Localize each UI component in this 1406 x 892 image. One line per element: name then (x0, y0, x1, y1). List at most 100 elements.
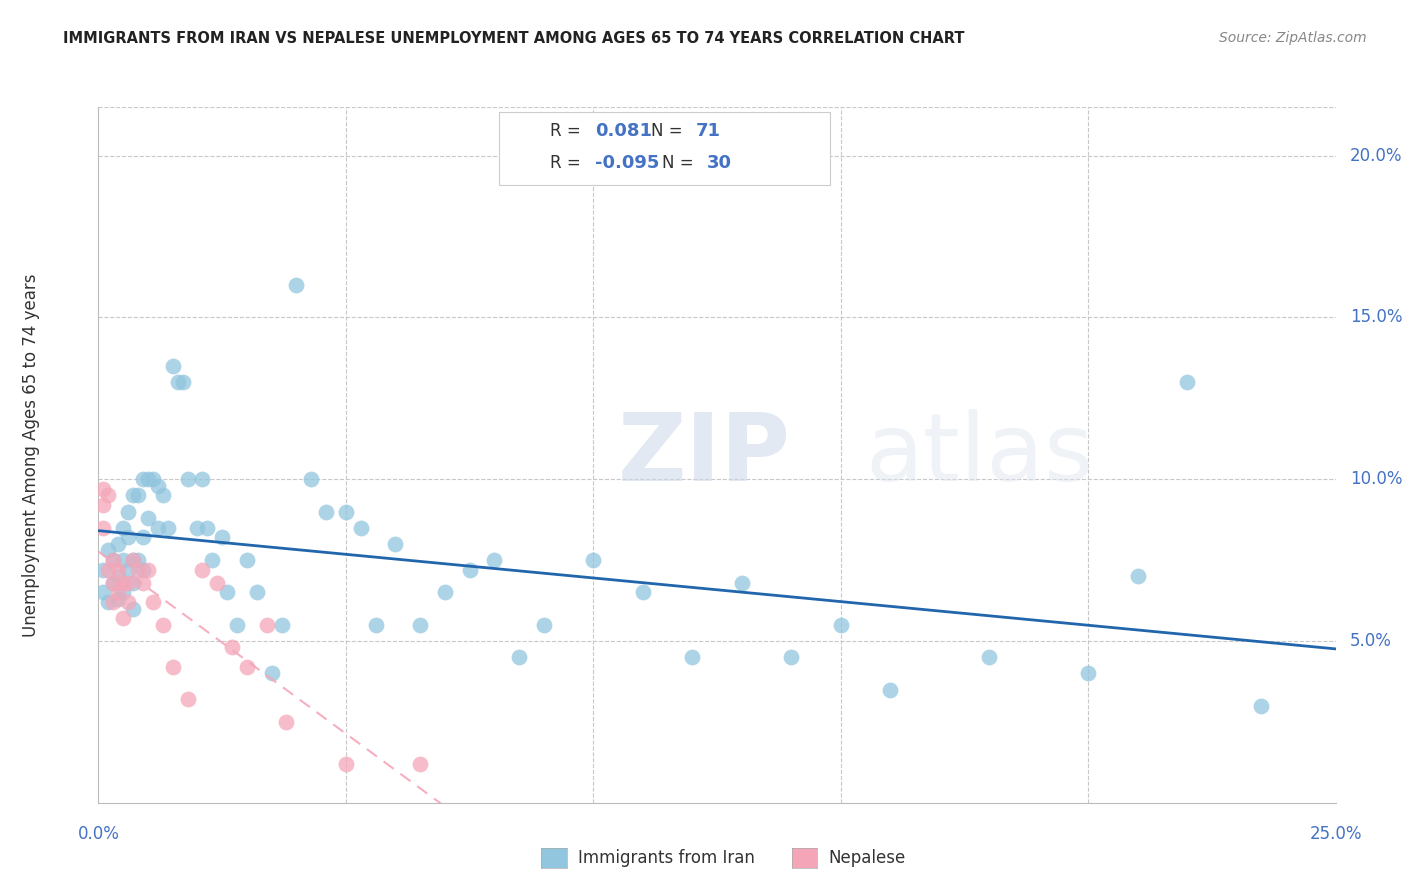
Point (879, 682, 901, 697)
Point (122, 553, 145, 567)
Point (162, 660, 184, 674)
Point (221, 640, 243, 655)
Text: IMMIGRANTS FROM IRAN VS NEPALESE UNEMPLOYMENT AMONG AGES 65 TO 74 YEARS CORRELAT: IMMIGRANTS FROM IRAN VS NEPALESE UNEMPLO… (63, 31, 965, 46)
Text: R =: R = (550, 154, 586, 172)
Point (409, 617, 432, 632)
Point (166, 375, 188, 389)
Point (112, 575, 135, 590)
Point (117, 563, 139, 577)
Point (127, 488, 149, 502)
Point (364, 617, 387, 632)
Point (205, 575, 228, 590)
Point (315, 504, 337, 518)
Point (97, 488, 120, 502)
Point (830, 617, 852, 632)
Point (631, 585, 654, 599)
Point (270, 617, 292, 632)
Point (136, 511, 159, 525)
Point (1126, 569, 1149, 583)
Point (458, 563, 481, 577)
Text: N =: N = (651, 122, 688, 140)
Point (191, 472, 214, 486)
Point (533, 617, 555, 632)
Point (236, 660, 259, 674)
Text: 5.0%: 5.0% (1350, 632, 1392, 650)
Point (299, 472, 322, 486)
Point (201, 553, 224, 567)
Point (731, 575, 754, 590)
Text: 0.081: 0.081 (595, 122, 652, 140)
Point (112, 553, 135, 567)
Point (107, 585, 129, 599)
Point (93, 482, 115, 496)
Point (780, 650, 803, 665)
Point (122, 575, 145, 590)
Point (93, 585, 115, 599)
Point (176, 692, 198, 706)
Point (162, 359, 184, 373)
Point (172, 375, 194, 389)
Point (103, 575, 125, 590)
Point (582, 553, 605, 567)
Text: atlas: atlas (866, 409, 1094, 501)
Point (103, 553, 125, 567)
Point (350, 521, 373, 535)
Point (122, 553, 145, 567)
Point (409, 756, 432, 771)
Point (508, 650, 530, 665)
Point (217, 585, 239, 599)
Point (93, 498, 115, 512)
Point (211, 531, 233, 545)
Point (335, 504, 357, 518)
Text: Source: ZipAtlas.com: Source: ZipAtlas.com (1219, 31, 1367, 45)
Point (117, 504, 139, 518)
Text: 25.0%: 25.0% (1309, 825, 1362, 843)
Point (256, 617, 278, 632)
Point (103, 595, 125, 609)
Point (484, 553, 506, 567)
Point (246, 585, 269, 599)
Point (93, 521, 115, 535)
Point (93, 563, 115, 577)
Point (276, 714, 298, 729)
Text: N =: N = (662, 154, 699, 172)
Point (117, 575, 139, 590)
Point (117, 595, 139, 609)
Point (335, 756, 357, 771)
Point (146, 478, 169, 492)
Text: 20.0%: 20.0% (1350, 146, 1402, 165)
Point (1175, 375, 1198, 389)
Point (142, 595, 165, 609)
Point (156, 521, 179, 535)
Point (112, 521, 135, 535)
Point (681, 650, 703, 665)
Point (103, 575, 125, 590)
Point (176, 472, 198, 486)
Point (152, 617, 174, 632)
Point (132, 531, 155, 545)
Point (226, 617, 249, 632)
Point (191, 563, 214, 577)
Point (132, 563, 155, 577)
Point (260, 666, 283, 681)
Point (117, 531, 139, 545)
Point (132, 472, 155, 486)
Point (127, 563, 149, 577)
Point (127, 553, 149, 567)
Point (152, 488, 174, 502)
Text: Unemployment Among Ages 65 to 74 years: Unemployment Among Ages 65 to 74 years (22, 273, 39, 637)
Point (1077, 666, 1099, 681)
Point (107, 569, 129, 583)
Text: ZIP: ZIP (619, 409, 792, 501)
Text: 10.0%: 10.0% (1350, 470, 1402, 488)
Point (195, 521, 218, 535)
Point (112, 611, 135, 625)
Point (384, 537, 406, 551)
Point (122, 601, 145, 615)
Point (236, 553, 259, 567)
Point (97, 595, 120, 609)
Point (107, 537, 129, 551)
Point (122, 488, 145, 502)
Text: 15.0%: 15.0% (1350, 309, 1402, 326)
Point (433, 585, 456, 599)
